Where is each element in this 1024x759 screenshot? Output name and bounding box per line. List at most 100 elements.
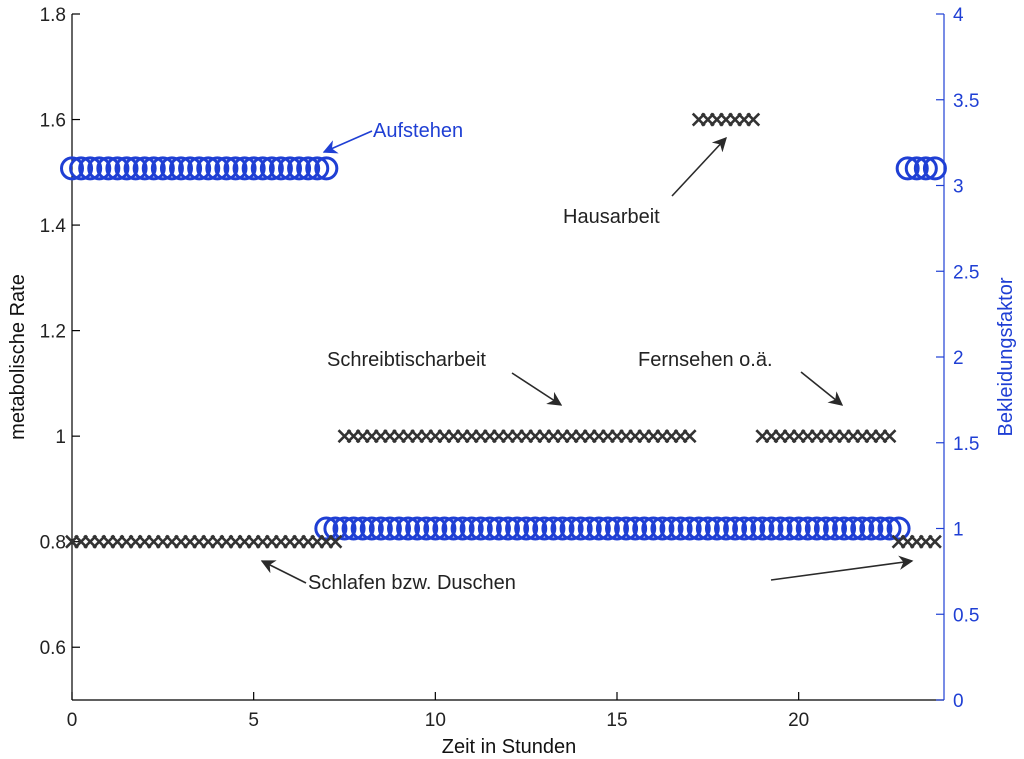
bekleidungsfaktor-point xyxy=(922,156,947,181)
bekleidungsfaktor-point xyxy=(486,516,511,541)
bekleidungsfaktor-point xyxy=(823,516,847,541)
bekleidungsfaktor-point xyxy=(605,516,629,541)
right-tick-label: 1.5 xyxy=(953,434,979,455)
bekleidungsfaktor-point xyxy=(205,156,230,181)
bekleidungsfaktor-point xyxy=(541,516,566,541)
bekleidungsfaktor-point xyxy=(614,516,639,541)
bekleidungsfaktor-point xyxy=(105,156,130,181)
bekleidungsfaktor-point xyxy=(60,156,84,181)
x-tick-label: 20 xyxy=(788,710,809,731)
bekleidungsfaktor-point xyxy=(514,516,539,541)
bekleidungsfaktor-point xyxy=(750,516,775,541)
bekleidungsfaktor-point xyxy=(187,156,212,181)
bekleidungsfaktor-point xyxy=(523,516,548,541)
bekleidungsfaktor-point xyxy=(450,516,475,541)
bekleidungsfaktor-point xyxy=(714,516,738,541)
bekleidungsfaktor-point xyxy=(850,516,875,541)
bekleidungsfaktor-point xyxy=(886,516,911,541)
left-tick-label: 0.8 xyxy=(40,533,66,554)
bekleidungsfaktor-point xyxy=(741,516,766,541)
bekleidungsfaktor-point xyxy=(577,516,602,541)
bekleidungsfaktor-point xyxy=(904,156,929,181)
bekleidungsfaktor-point xyxy=(314,516,339,541)
right-tick-label: 2.5 xyxy=(953,262,979,283)
bekleidungsfaktor-point xyxy=(232,156,257,181)
bekleidungsfaktor-point xyxy=(332,516,357,541)
arrow-aufstehen xyxy=(322,130,373,154)
bekleidungsfaktor-point xyxy=(677,516,702,541)
left-tick-label: 1.8 xyxy=(40,5,66,26)
right-tick-label: 0 xyxy=(953,691,964,712)
bekleidungsfaktor-point xyxy=(123,156,148,181)
left-tick-label: 1 xyxy=(55,427,66,448)
bekleidungsfaktor-point xyxy=(650,516,675,541)
bekleidungsfaktor-point xyxy=(559,516,584,541)
bekleidungsfaktor-point xyxy=(141,156,166,181)
left-tick-label: 1.4 xyxy=(40,216,67,237)
annotation-hausarbeit: Hausarbeit xyxy=(563,136,727,228)
bekleidungsfaktor-point xyxy=(732,516,757,541)
bekleidungsfaktor-point xyxy=(250,156,275,181)
left-axis-ticks: 0.6 0.8 1 1.2 1.4 1.6 1.8 xyxy=(40,5,80,659)
x-tick-label: 15 xyxy=(606,710,627,731)
bekleidungsfaktor-point xyxy=(804,516,829,541)
bekleidungsfaktor-point xyxy=(350,516,375,541)
x-tick-label: 5 xyxy=(248,710,259,731)
bekleidungsfaktor-point xyxy=(477,516,502,541)
bekleidungsfaktor-point xyxy=(632,516,657,541)
right-tick-label: 3 xyxy=(953,177,964,198)
bekleidungsfaktor-point xyxy=(323,516,348,541)
bekleidungsfaktor-point xyxy=(69,156,94,181)
annotation-schlafen: Schlafen bzw. Duschen xyxy=(260,555,914,594)
right-axis-ticks: 0 0.5 1 1.5 2 2.5 3 3.5 4 xyxy=(936,5,979,712)
arrow-hausarbeit xyxy=(671,136,727,197)
bekleidungsfaktor-point xyxy=(114,156,139,181)
bekleidungsfaktor-point xyxy=(278,156,302,181)
bekleidungsfaktor-point xyxy=(150,156,175,181)
bekleidungsfaktor-point xyxy=(87,156,112,181)
metabolische-rate-point xyxy=(682,429,697,444)
bekleidungsfaktor-point xyxy=(296,156,321,181)
bekleidungsfaktor-point xyxy=(786,516,811,541)
x-axis-ticks: 0 5 10 15 20 xyxy=(67,692,809,731)
bekleidungsfaktor-point xyxy=(441,516,466,541)
bekleidungsfaktor-point xyxy=(586,516,611,541)
bekleidungsfaktor-point xyxy=(659,516,684,541)
left-axis-title: metabolische Rate xyxy=(7,274,29,440)
bekleidungsfaktor-point xyxy=(841,516,866,541)
bekleidungsfaktor-point xyxy=(913,156,938,181)
bekleidungsfaktor-point xyxy=(178,156,203,181)
bekleidungsfaktor-point xyxy=(241,156,266,181)
right-tick-label: 2 xyxy=(953,348,964,369)
metabolische-rate-point xyxy=(746,112,761,127)
bekleidungsfaktor-point xyxy=(832,516,857,541)
bekleidungsfaktor-point xyxy=(423,516,448,541)
annotation-fernsehen: Fernsehen o.ä. xyxy=(638,349,844,406)
bekleidungsfaktor-point xyxy=(159,156,184,181)
metabolische-rate-point xyxy=(328,534,343,549)
arrow-schlafen-left xyxy=(260,560,307,584)
bekleidungsfaktor-point xyxy=(532,516,557,541)
x-tick-label: 0 xyxy=(67,710,78,731)
annotation-schreibtischarbeit-label: Schreibtischarbeit xyxy=(327,349,486,371)
bekleidungsfaktor-point xyxy=(468,516,493,541)
annotation-aufstehen-label: Aufstehen xyxy=(373,120,463,142)
bekleidungsfaktor-point xyxy=(287,156,312,181)
arrow-schlafen-right xyxy=(770,555,914,581)
bekleidungsfaktor-point xyxy=(813,516,838,541)
annotation-hausarbeit-label: Hausarbeit xyxy=(563,206,660,228)
bekleidungsfaktor-point xyxy=(895,156,920,181)
left-tick-label: 0.6 xyxy=(40,638,66,659)
bekleidungsfaktor-point xyxy=(196,156,221,181)
bekleidungsfaktor-point xyxy=(641,516,666,541)
bekleidungsfaktor-point xyxy=(568,516,593,541)
bekleidungsfaktor-point xyxy=(859,516,884,541)
right-tick-label: 3.5 xyxy=(953,91,979,112)
bekleidungsfaktor-point xyxy=(268,156,293,181)
metabolische-rate-point xyxy=(927,534,942,549)
bekleidungsfaktor-series xyxy=(60,156,947,541)
bekleidungsfaktor-point xyxy=(496,516,520,541)
bekleidungsfaktor-point xyxy=(96,156,121,181)
bekleidungsfaktor-point xyxy=(405,516,430,541)
bekleidungsfaktor-point xyxy=(414,516,439,541)
